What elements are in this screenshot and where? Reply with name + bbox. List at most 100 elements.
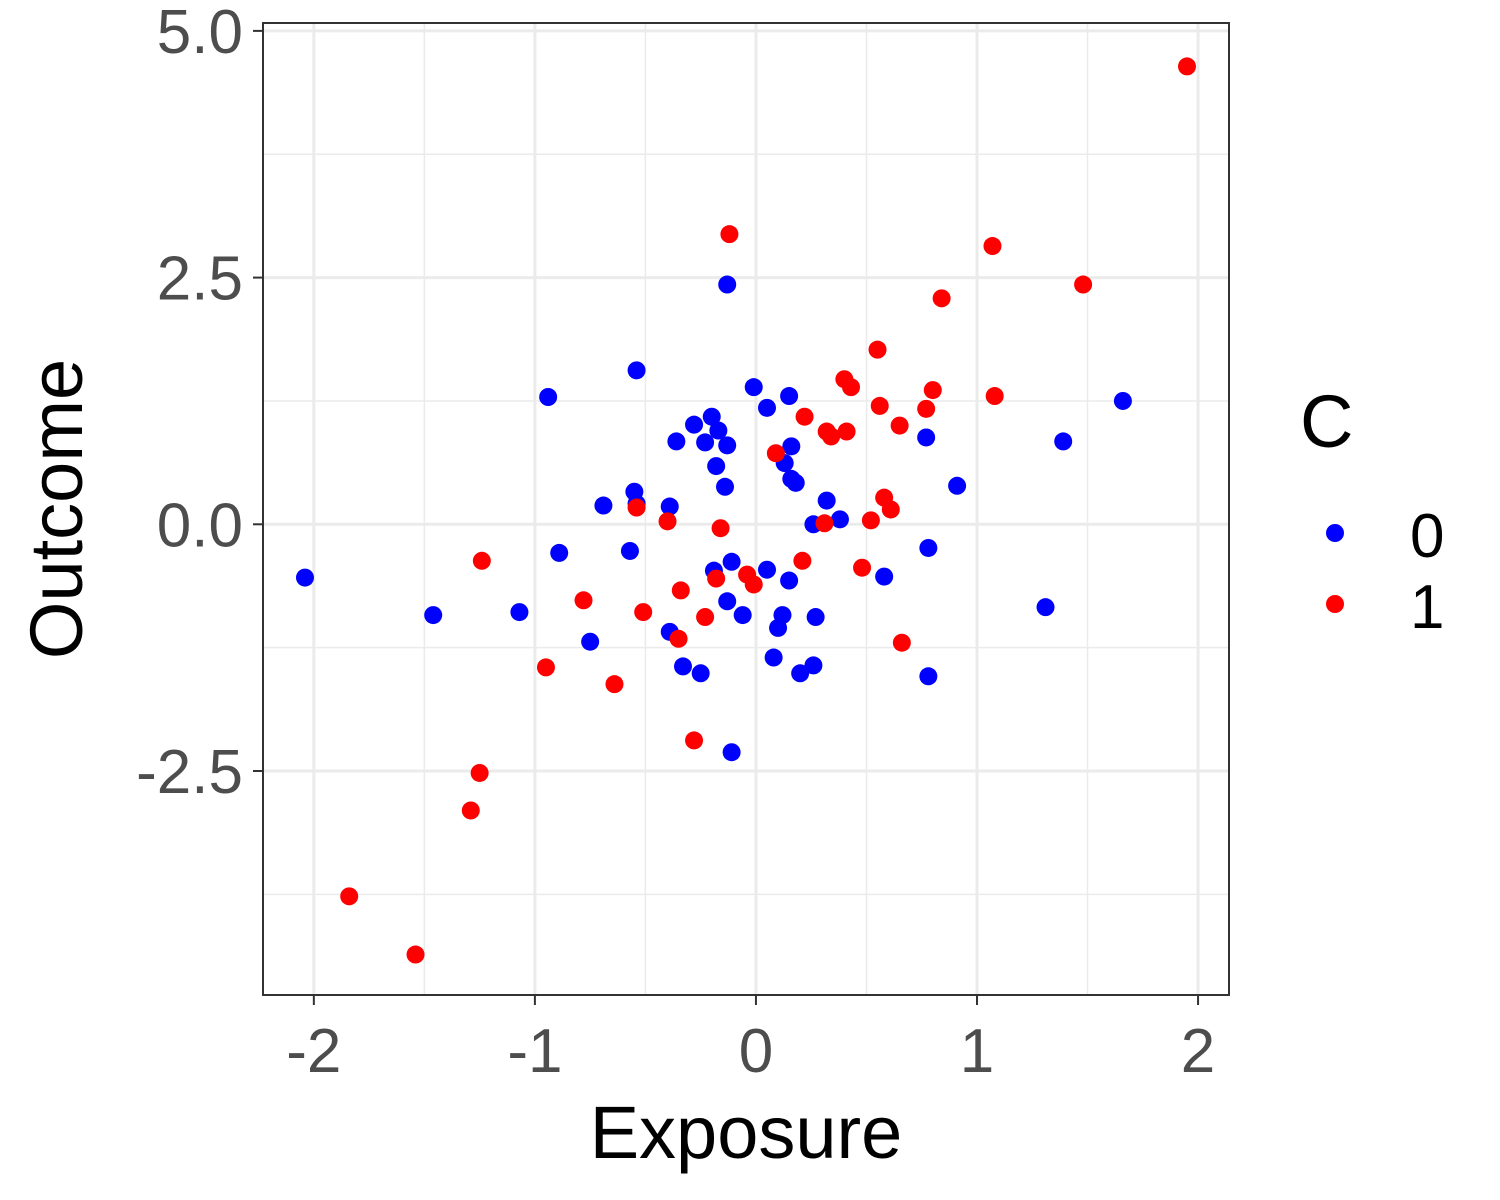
point-c1 bbox=[766, 444, 785, 463]
legend-swatch-1 bbox=[1326, 595, 1344, 613]
point-c1 bbox=[627, 498, 646, 517]
point-c1 bbox=[744, 575, 763, 594]
point-c1 bbox=[932, 289, 951, 308]
point-c1 bbox=[605, 675, 624, 694]
point-c0 bbox=[830, 510, 849, 529]
point-c0 bbox=[539, 387, 558, 406]
point-c1 bbox=[711, 519, 730, 538]
x-tick-label: 0 bbox=[739, 1017, 773, 1086]
point-c0 bbox=[948, 476, 967, 495]
x-axis-title: Exposure bbox=[590, 1091, 903, 1174]
point-c1 bbox=[793, 551, 812, 570]
point-c0 bbox=[718, 592, 737, 611]
legend-label-0: 0 bbox=[1410, 502, 1444, 571]
data-points bbox=[296, 57, 1196, 964]
grid-major bbox=[263, 23, 1229, 995]
point-c0 bbox=[1036, 598, 1055, 617]
y-tick-label: 0.0 bbox=[157, 491, 243, 560]
point-c0 bbox=[685, 415, 704, 434]
point-c0 bbox=[716, 477, 734, 496]
x-axis: -2 -1 0 1 2 bbox=[286, 995, 1215, 1086]
point-c0 bbox=[758, 560, 776, 579]
point-c0 bbox=[1054, 432, 1073, 451]
point-c1 bbox=[696, 608, 715, 627]
point-c1 bbox=[861, 511, 880, 530]
point-c0 bbox=[667, 432, 686, 451]
point-c1 bbox=[870, 396, 889, 415]
point-c0 bbox=[722, 743, 741, 762]
point-c1 bbox=[795, 407, 814, 426]
point-c1 bbox=[917, 399, 936, 418]
point-c1 bbox=[720, 225, 739, 244]
point-c0 bbox=[780, 571, 799, 590]
point-c1 bbox=[842, 378, 860, 397]
point-c0 bbox=[780, 387, 799, 406]
point-c1 bbox=[881, 500, 900, 519]
point-c0 bbox=[702, 407, 721, 426]
plot-border bbox=[262, 22, 1230, 996]
point-c1 bbox=[815, 514, 834, 533]
x-tick-label: 1 bbox=[960, 1017, 994, 1086]
point-c0 bbox=[804, 656, 823, 675]
point-c0 bbox=[691, 664, 710, 683]
point-c1 bbox=[985, 387, 1004, 406]
point-c0 bbox=[424, 606, 443, 625]
point-c0 bbox=[758, 398, 776, 417]
point-c0 bbox=[707, 457, 726, 476]
point-c0 bbox=[919, 538, 938, 557]
y-tick-label: 5.0 bbox=[157, 0, 243, 67]
point-c1 bbox=[892, 633, 911, 652]
point-c1 bbox=[461, 801, 480, 820]
point-c1 bbox=[634, 603, 653, 622]
y-axis: -2.5 0.0 2.5 5.0 bbox=[136, 0, 263, 807]
point-c0 bbox=[791, 664, 810, 683]
point-c1 bbox=[837, 422, 856, 441]
point-c1 bbox=[406, 945, 425, 964]
x-tick-label: -1 bbox=[507, 1017, 562, 1086]
grid-minor bbox=[263, 23, 1229, 995]
point-c1 bbox=[340, 887, 359, 906]
point-c0 bbox=[817, 491, 836, 510]
point-c1 bbox=[472, 551, 491, 570]
point-c0 bbox=[782, 437, 801, 456]
point-c0 bbox=[510, 603, 529, 622]
point-c0 bbox=[1113, 391, 1132, 410]
point-c0 bbox=[660, 497, 679, 516]
plot-background bbox=[263, 23, 1229, 995]
point-c0 bbox=[786, 473, 805, 492]
legend-title: C bbox=[1300, 380, 1353, 463]
point-c1 bbox=[574, 591, 593, 610]
point-c1 bbox=[536, 658, 555, 677]
point-c1 bbox=[868, 340, 887, 359]
point-c0 bbox=[550, 543, 569, 562]
point-c1 bbox=[1074, 275, 1093, 294]
point-c0 bbox=[581, 632, 600, 651]
point-c0 bbox=[919, 667, 938, 686]
point-c0 bbox=[594, 496, 613, 515]
point-c1 bbox=[853, 558, 872, 577]
legend-label-1: 1 bbox=[1410, 573, 1444, 642]
point-c0 bbox=[722, 552, 741, 571]
point-c1 bbox=[685, 731, 704, 750]
legend: C 0 1 bbox=[1300, 380, 1444, 642]
point-c1 bbox=[1178, 57, 1196, 76]
point-c0 bbox=[296, 568, 314, 587]
point-c1 bbox=[671, 581, 690, 600]
x-tick-label: -2 bbox=[286, 1017, 341, 1086]
y-axis-title: Outcome bbox=[15, 359, 98, 659]
point-c0 bbox=[718, 275, 737, 294]
point-c1 bbox=[658, 512, 677, 531]
point-c0 bbox=[674, 657, 692, 676]
point-c1 bbox=[707, 569, 726, 588]
point-c0 bbox=[733, 606, 752, 625]
point-c0 bbox=[764, 648, 783, 667]
y-tick-label: 2.5 bbox=[157, 245, 243, 314]
point-c0 bbox=[709, 421, 728, 440]
point-c0 bbox=[627, 361, 646, 380]
legend-swatch-0 bbox=[1326, 524, 1344, 542]
point-c1 bbox=[822, 427, 841, 446]
point-c0 bbox=[917, 428, 936, 447]
point-c0 bbox=[718, 436, 737, 455]
point-c0 bbox=[773, 606, 792, 625]
